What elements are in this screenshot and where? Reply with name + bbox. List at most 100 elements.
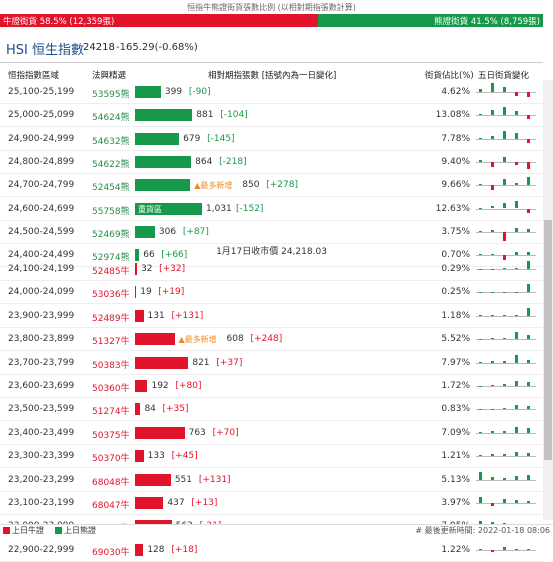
change: [-90] — [189, 87, 211, 97]
spark-base — [476, 269, 536, 270]
share: 0.25% — [441, 287, 470, 297]
spark-bar — [515, 162, 518, 165]
spark-bar — [491, 110, 494, 115]
spark-bar — [479, 472, 482, 479]
code: 50360牛 — [92, 381, 130, 394]
change: [+80] — [175, 381, 201, 391]
code: 51327牛 — [92, 334, 130, 347]
change: [+32] — [159, 264, 185, 274]
spark-bar — [527, 406, 530, 410]
index-price: 24218 — [83, 42, 115, 53]
share: 7.97% — [441, 358, 470, 368]
column-header: 街貨佔比(%) — [425, 69, 474, 81]
heavy-tag: 重貨區 — [138, 204, 162, 215]
code: 51274牛 — [92, 404, 130, 417]
count: 821 — [192, 358, 209, 368]
range: 23,700-23,799 — [8, 358, 74, 368]
range: 25,100-25,199 — [8, 87, 74, 97]
row-line — [0, 514, 543, 515]
new-tag: ▲最多新增 — [179, 334, 217, 345]
spark-bar — [527, 549, 530, 550]
code: 68048牛 — [92, 475, 130, 488]
change: [-145] — [207, 134, 234, 144]
spark-bar — [491, 385, 494, 386]
count-bar — [135, 403, 140, 415]
code: 54624熊 — [92, 110, 130, 123]
spark-bar — [491, 185, 494, 190]
change: [-152] — [236, 204, 263, 214]
spark-bar — [491, 206, 494, 209]
spark-bar — [491, 409, 494, 410]
spark-bar — [503, 384, 506, 386]
row-line — [0, 126, 543, 127]
spark-base — [476, 292, 536, 293]
spark-bar — [479, 549, 482, 550]
change: [+18] — [171, 545, 197, 555]
count-bar — [135, 450, 144, 462]
change: [-104] — [220, 110, 247, 120]
change: [+13] — [191, 498, 217, 508]
spark-bar — [515, 549, 518, 550]
spark-base — [476, 480, 536, 481]
spark-bar — [527, 115, 530, 119]
share: 1.21% — [441, 451, 470, 461]
count: 131 — [148, 311, 165, 321]
share: 5.52% — [441, 334, 470, 344]
code: 52469熊 — [92, 227, 130, 240]
row-line — [0, 350, 543, 351]
spark-bar — [503, 179, 506, 185]
count: 881 — [196, 110, 213, 120]
spark-base — [476, 503, 536, 504]
count-bar — [135, 286, 136, 298]
bear-label: 熊證街貨 41.5% (8,759張) — [434, 15, 540, 27]
spark-bar — [527, 261, 530, 269]
count-bar — [135, 544, 143, 556]
spark-bar — [491, 136, 494, 139]
share: 7.78% — [441, 134, 470, 144]
range: 24,600-24,699 — [8, 204, 74, 214]
count: 84 — [144, 404, 155, 414]
spark-bar — [479, 184, 482, 185]
spark-bar — [527, 92, 530, 97]
spark-bar — [527, 453, 530, 457]
spark-bar — [479, 455, 482, 456]
spark-bar — [491, 477, 494, 480]
spark-bar — [503, 232, 506, 241]
row-line — [0, 327, 543, 328]
spark-bar — [491, 550, 494, 552]
spark-bar — [515, 292, 518, 293]
spark-bar — [503, 431, 506, 433]
scroll-thumb — [544, 220, 552, 460]
spark-bar — [515, 427, 518, 432]
spark-bar — [527, 139, 530, 144]
spark-bar — [479, 160, 482, 162]
code: 50383牛 — [92, 358, 130, 371]
spark-bar — [479, 138, 482, 139]
code: 55758熊 — [92, 204, 130, 217]
range: 23,100-23,199 — [8, 498, 74, 508]
code: 69030牛 — [92, 545, 130, 558]
count: 551 — [175, 475, 192, 485]
spark-bar — [527, 284, 530, 292]
change: [+131] — [172, 311, 204, 321]
row-line — [0, 444, 543, 445]
spark-bar — [503, 292, 506, 293]
bull-legend: 上日牛證 — [12, 525, 44, 536]
count: 437 — [167, 498, 184, 508]
count: 32 — [141, 264, 152, 274]
share: 1.18% — [441, 311, 470, 321]
count-bar — [135, 357, 188, 369]
count-bar — [135, 156, 191, 168]
range: 24,500-24,599 — [8, 227, 74, 237]
count-bar — [135, 109, 192, 121]
spark-base — [476, 550, 536, 551]
row-line — [0, 173, 543, 174]
spark-bar — [479, 89, 482, 92]
index-change: -165.29(-0.68%) — [116, 42, 198, 53]
count: 128 — [147, 545, 164, 555]
spark-bar — [527, 360, 530, 363]
count-bar — [135, 380, 147, 392]
spark-bar — [479, 432, 482, 433]
spark-bar — [515, 476, 518, 480]
row-line — [0, 196, 543, 197]
